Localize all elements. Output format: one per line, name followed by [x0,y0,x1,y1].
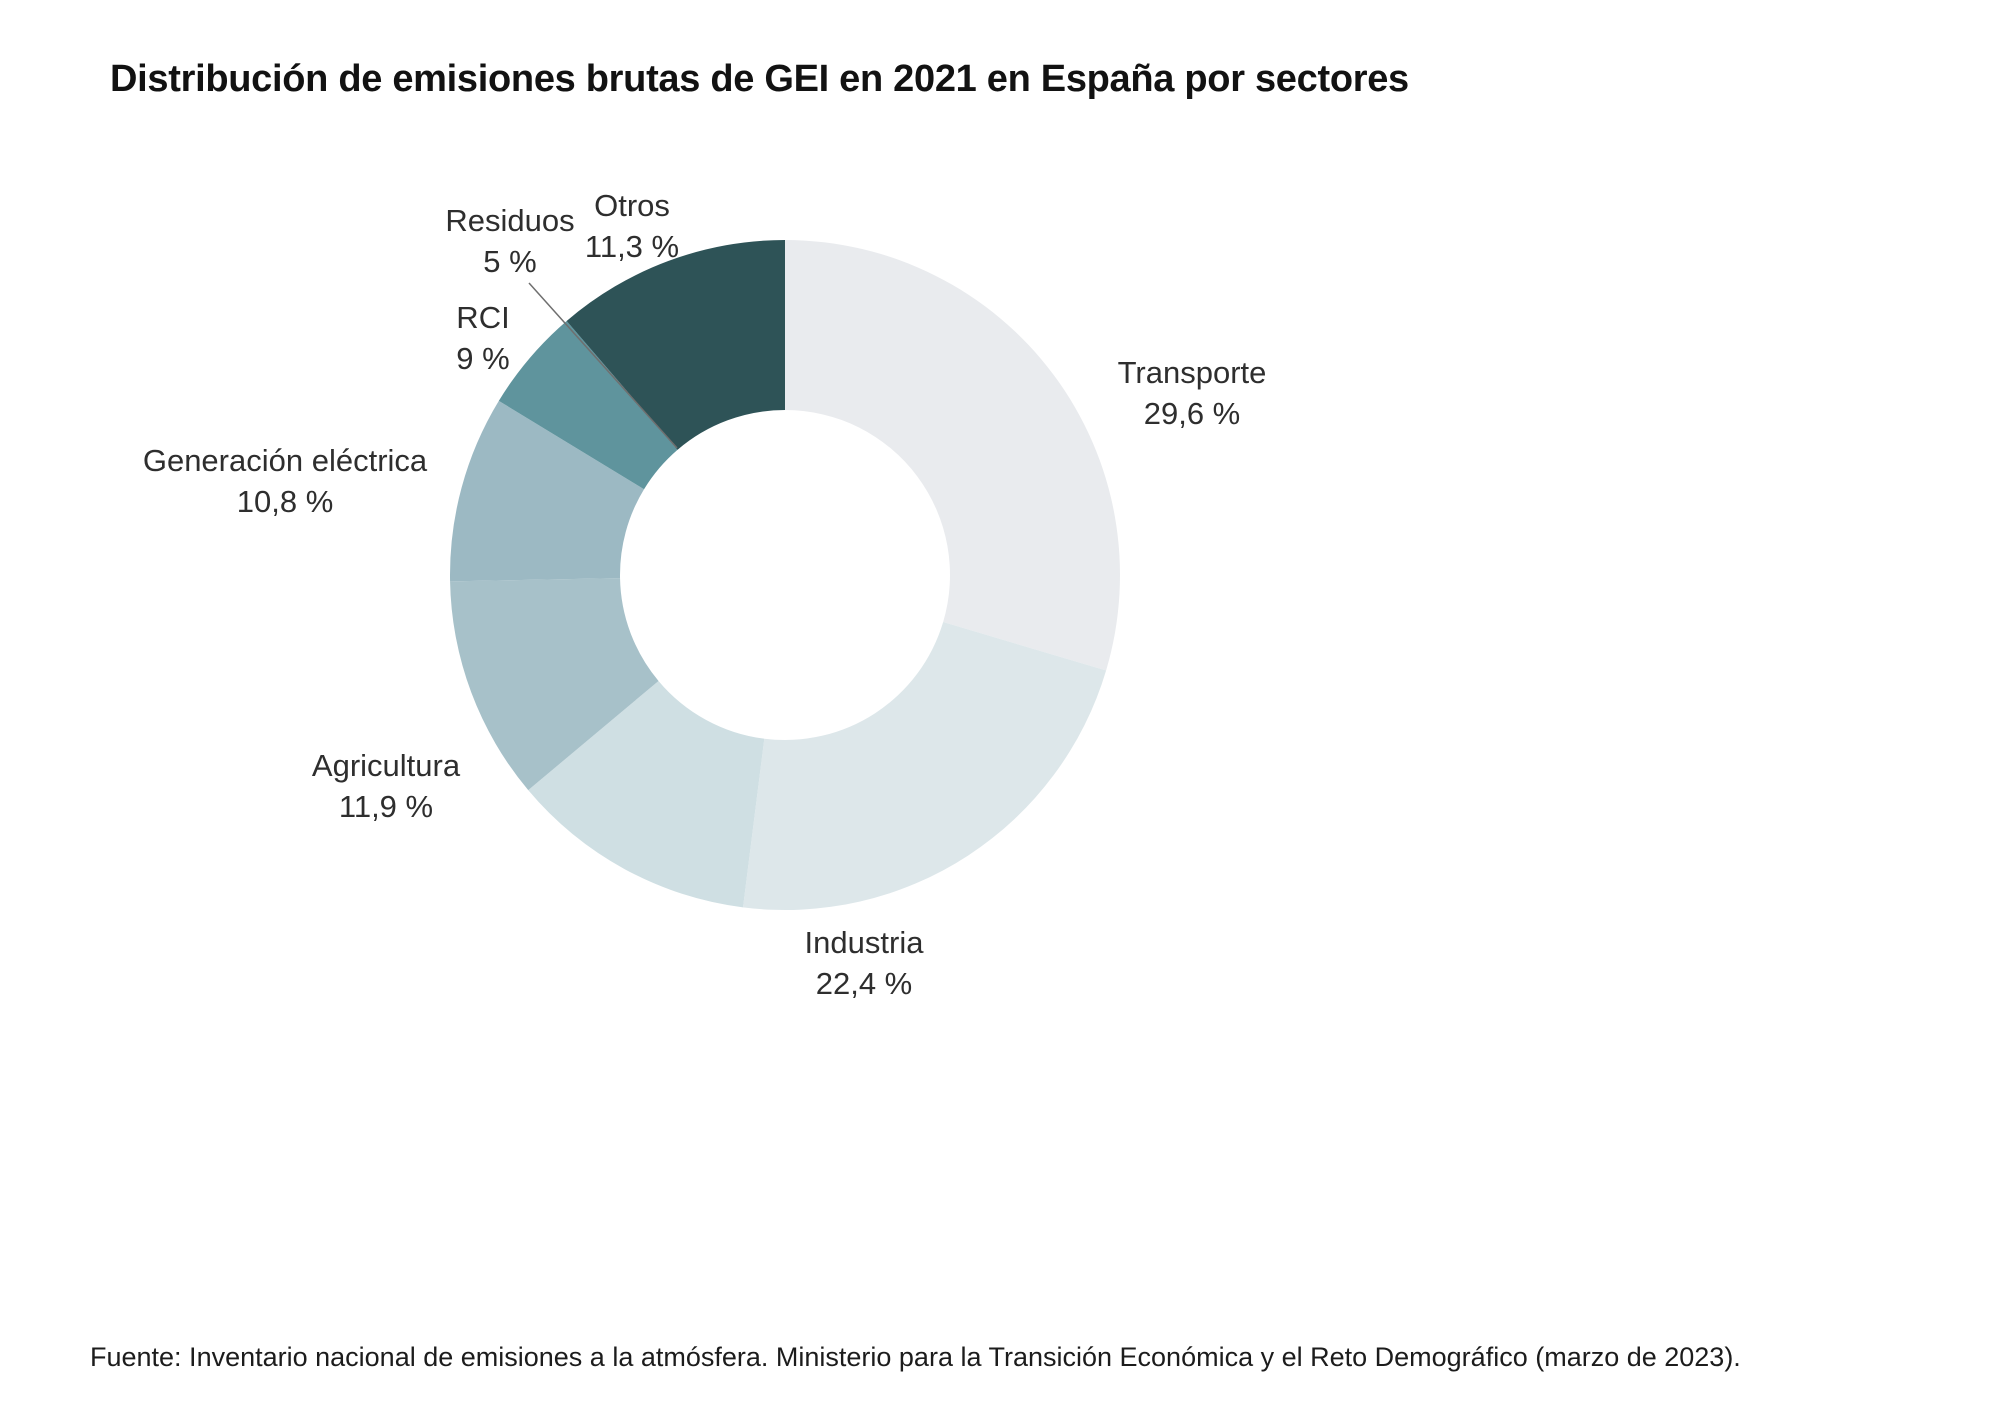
slice-name: RCI [456,300,510,335]
slice-name: Otros [594,188,670,223]
slice-label-agricultura: Agricultura 11,9 % [312,745,460,827]
donut-segment-transporte[interactable] [785,240,1120,671]
slice-label-rci: RCI 9 % [456,297,509,379]
slice-label-transporte: Transporte 29,6 % [1118,352,1267,434]
donut-segments [450,240,1120,910]
slice-label-generacion-electrica: Generación eléctrica 10,8 % [143,440,427,522]
residuos-leader-line [528,282,678,449]
donut-segment-agricultura[interactable] [528,680,765,908]
slice-value: 11,9 % [338,789,434,824]
slice-value: 22,4 % [815,966,913,1001]
slice-value: 11,3 % [584,229,680,264]
slice-label-otros: Otros 11,3 % [585,185,679,267]
donut-segment-residuos[interactable] [498,320,678,490]
chart-title: Distribución de emisiones brutas de GEI … [110,58,1409,100]
slice-value: 10,8 % [236,484,334,519]
slice-value: 9 % [456,341,510,376]
source-note: Fuente: Inventario nacional de emisiones… [90,1342,1741,1372]
slice-label-industria: Industria 22,4 % [805,922,924,1004]
donut-segment-generacion-electrica[interactable] [450,578,659,791]
slice-name: Transporte [1117,355,1267,390]
donut-segment-rci[interactable] [450,400,645,582]
slice-name: Generación eléctrica [142,443,428,478]
slice-name: Residuos [445,203,575,238]
slice-name: Industria [804,925,924,960]
slice-label-residuos: Residuos 5 % [445,200,574,282]
donut-segment-industria[interactable] [743,622,1107,910]
slice-value: 5 % [483,244,537,279]
slice-value: 29,6 % [1143,396,1241,431]
slice-name: Agricultura [311,748,461,783]
donut-segment-otros[interactable] [566,240,785,450]
